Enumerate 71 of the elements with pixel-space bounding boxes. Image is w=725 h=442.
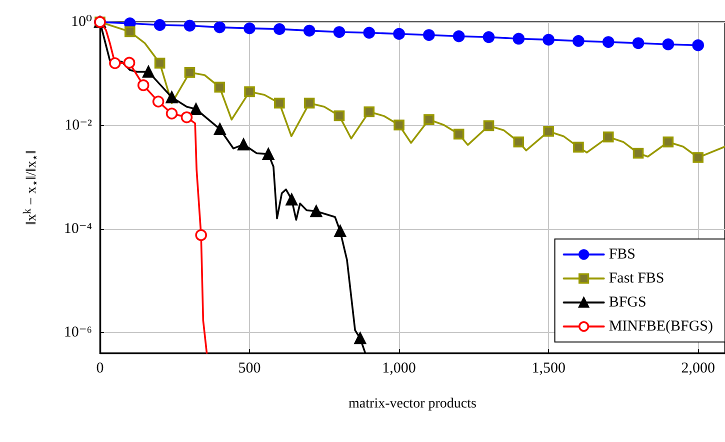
point [513,136,524,148]
x-axis-title: matrix-vector products [348,396,476,412]
y-tick-label: 10⁻² [64,117,92,134]
point [190,103,202,116]
point [310,205,322,218]
point [452,30,465,42]
point [286,194,298,206]
point [214,82,226,93]
point [542,34,554,46]
point [364,106,375,118]
point [303,24,316,37]
y-tick-label: 10⁻⁴ [64,220,92,237]
point [632,37,644,50]
point [262,148,274,160]
y-tick-label: 10⁻⁶ [64,324,92,340]
point [333,26,346,38]
point [334,225,346,237]
point [214,123,226,136]
x-tick-label: 1,500 [532,360,566,376]
x-tick-label: 0 [96,360,104,376]
point [238,138,250,150]
point [483,120,494,132]
point [184,67,196,78]
point [363,26,376,39]
point [482,31,495,44]
point [632,148,644,159]
legend-label: FBS [608,246,636,262]
point [572,35,584,47]
point [274,23,286,35]
point [662,136,674,148]
point [166,91,178,104]
x-tick-label: 1,000 [382,360,416,376]
point [543,126,554,137]
point [453,128,464,140]
y-tick-label: 10⁰ [70,14,92,30]
point [244,22,256,34]
y-axis-title: ‖xk − x⋆‖/‖x⋆‖ [22,150,42,226]
point [423,29,435,41]
legend-label: Fast FBS [608,270,664,286]
point [180,111,193,124]
point [512,32,525,45]
point [154,19,166,31]
point [692,152,704,163]
point [354,332,366,344]
point [334,110,345,122]
point [304,98,315,109]
point [123,56,136,69]
x-tick-label: 500 [238,360,261,376]
point [662,38,674,50]
point [195,229,207,242]
point [142,66,154,78]
point [602,36,614,48]
point [393,28,405,40]
legend-label: BFGS [608,294,646,310]
point [137,79,150,92]
point [154,58,166,69]
x-tick-label: 2,000 [681,360,715,376]
point [424,114,434,125]
point [573,142,584,153]
point [124,26,136,38]
point [244,86,255,98]
point [214,21,226,34]
point [602,132,614,142]
point [692,39,704,52]
point [109,57,121,70]
point [394,120,404,130]
legend-label: MINFBE(BFGS) [608,318,714,334]
point [274,98,285,109]
point [152,96,164,108]
point [166,108,178,120]
point [184,20,196,32]
